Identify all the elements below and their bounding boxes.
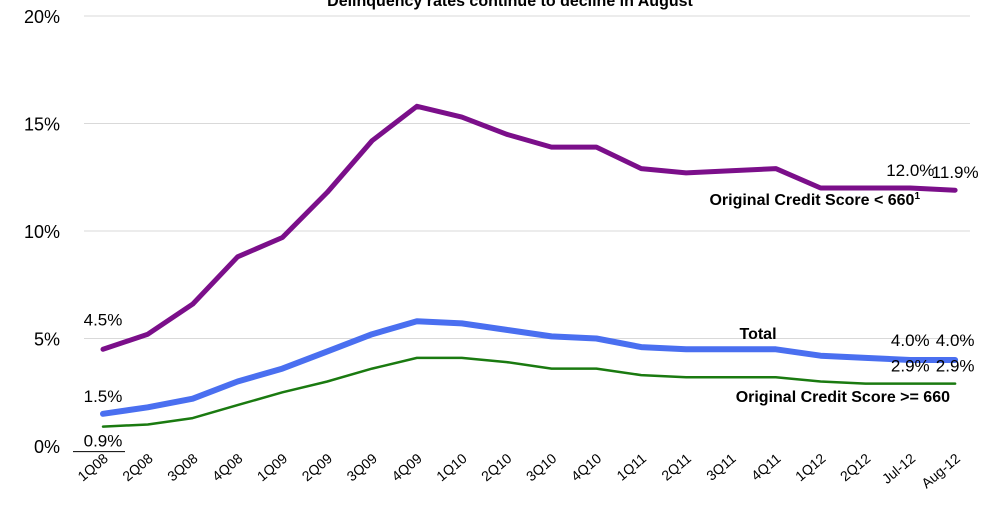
x-tick-label: 1Q10 [433, 450, 470, 484]
y-tick-label: 15% [24, 115, 60, 135]
x-tick-label: 2Q10 [478, 450, 515, 484]
series-lines [100, 103, 959, 428]
series-annotation: Total [739, 326, 776, 343]
x-tick-label: Jul-12 [879, 450, 919, 487]
x-tick-label: 3Q09 [344, 450, 381, 484]
x-tick-label: 2Q08 [119, 450, 156, 484]
x-tick-label: 4Q10 [568, 450, 605, 484]
gridlines [84, 15, 970, 339]
data-label: 11.9% [932, 163, 979, 182]
data-label: 2.9% [936, 357, 975, 376]
x-tick-label: 3Q10 [523, 450, 560, 484]
x-tick-label: 4Q09 [388, 450, 425, 484]
series-line [100, 103, 958, 352]
series-annotations: Original Credit Score < 6601 Total Origina… [709, 191, 950, 406]
y-tick-label: 10% [24, 222, 60, 242]
x-tick-label: 4Q08 [209, 450, 246, 484]
y-axis-ticks: 0% 5% 10% 15% 20% [24, 7, 60, 457]
chart-title: Delinquency rates continue to decline in… [327, 0, 693, 10]
series-annotation: Original Credit Score >= 660 [736, 389, 950, 406]
x-axis-ticks: 1Q08 2Q08 3Q08 4Q08 1Q09 2Q09 3Q09 4Q09 1Q10 2Q10… [74, 450, 963, 491]
data-label: 4.0% [891, 331, 930, 350]
footnote-marker: 1 [914, 191, 920, 202]
series-annotation: Original Credit Score < 6601 [709, 191, 920, 209]
x-tick-label: 1Q09 [254, 450, 291, 484]
x-tick-label: 1Q12 [792, 450, 829, 484]
x-tick-label: 1Q11 [613, 450, 649, 484]
data-label: 1.5% [84, 387, 123, 406]
x-tick-label: 4Q11 [748, 450, 784, 484]
x-tick-label: 1Q08 [74, 450, 111, 484]
data-label: 12.0% [886, 161, 934, 180]
data-label: 2.9% [891, 357, 930, 376]
series-line [101, 356, 957, 428]
x-tick-label: 2Q09 [299, 450, 336, 484]
data-labels: 4.5% 12.0%11.9% 1.5% 4.0% 4.0% 0.9% 2.9% 2.9% [73, 161, 979, 453]
data-label: 4.0% [936, 331, 975, 350]
y-tick-label: 0% [34, 437, 60, 457]
data-label: 0.9% [84, 432, 123, 451]
x-tick-label: 2Q12 [837, 450, 874, 484]
x-tick-label: 2Q11 [658, 450, 694, 484]
x-tick-label: Aug-12 [918, 450, 963, 491]
x-tick-label: 3Q11 [703, 450, 739, 484]
series-line [100, 318, 959, 417]
data-label: 4.5% [84, 310, 123, 329]
x-tick-label: 3Q08 [164, 450, 201, 484]
y-tick-label: 20% [24, 7, 60, 27]
y-tick-label: 5% [34, 330, 60, 350]
